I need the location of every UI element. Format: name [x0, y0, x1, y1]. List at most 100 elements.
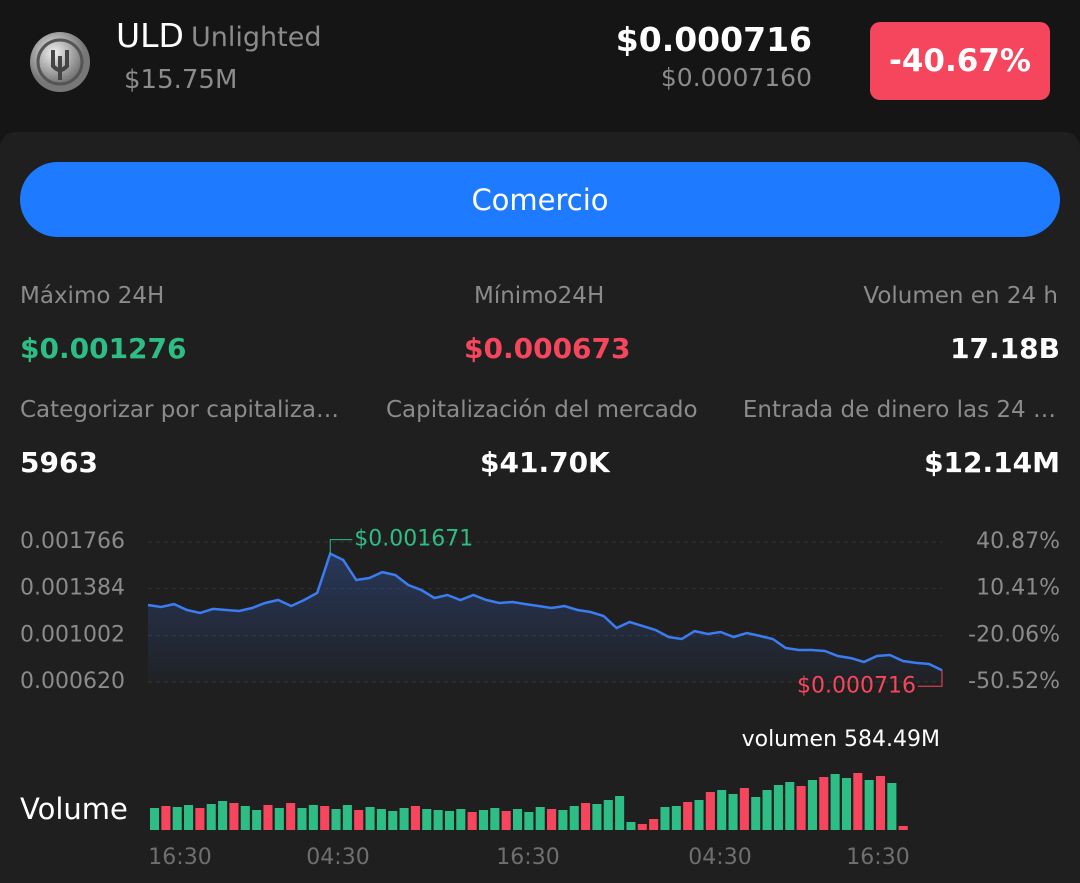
volume-bar: [558, 810, 568, 830]
stat-value: $12.14M: [924, 446, 1060, 479]
x-tick-label: 04:30: [688, 845, 751, 870]
stat-value: $0.000673: [464, 332, 631, 365]
volume-bar: [819, 777, 829, 830]
volume-bar: [785, 782, 795, 830]
volume-bar: [501, 811, 511, 830]
stat-value: 5963: [20, 446, 98, 479]
volume-bar: [376, 809, 386, 830]
volume-bar: [206, 804, 216, 830]
volume-bar: [649, 819, 659, 830]
volume-bar: [229, 803, 239, 830]
area: [148, 553, 942, 682]
volume-bar: [512, 809, 523, 830]
volume-bar: [762, 790, 772, 830]
volume-bar: [161, 806, 171, 830]
stat-value: 17.18B: [950, 332, 1060, 365]
price-line: [147, 551, 943, 672]
volume-bar: [547, 809, 557, 830]
volume-bar: [830, 774, 840, 830]
volume-bar: [365, 807, 375, 830]
x-tick-label: 16:30: [496, 845, 559, 870]
volume-bar: [626, 822, 636, 830]
volume-bar: [172, 807, 182, 830]
volume-bar: [694, 800, 704, 830]
volume-bar: [331, 809, 341, 830]
volume-bar: [286, 803, 296, 830]
volume-bar: [581, 803, 591, 830]
price-sub: $0.0007160: [660, 63, 812, 92]
volume-bar: [252, 810, 262, 830]
x-tick-label: 16:30: [846, 845, 909, 870]
y-tick-label: 0.001002: [20, 622, 125, 647]
volume-bar: [728, 794, 738, 830]
volume-bar: [660, 807, 670, 830]
trade-button[interactable]: Comercio: [20, 162, 1060, 237]
volume-bar: [717, 790, 727, 830]
volume-bar: [875, 776, 886, 830]
volume-bar: [535, 807, 545, 830]
volume-bar: [898, 826, 908, 830]
volume-bar: [184, 805, 194, 830]
y2-tick-label: 10.41%: [976, 576, 1060, 601]
volume-bar: [887, 783, 897, 830]
change-badge: -40.67%: [870, 22, 1050, 100]
volume-bar: [853, 773, 863, 830]
volume-bar: [444, 811, 454, 830]
volume-bar: [467, 812, 477, 830]
chart: Volume volumen 584.49M 16:30 04:30 16:30…: [20, 527, 1060, 870]
volume-bar: [739, 788, 749, 830]
volume-bar: [422, 809, 432, 830]
volume-bar: [399, 808, 409, 830]
stat-label: Máximo 24H: [20, 283, 165, 309]
x-tick-label: 04:30: [306, 845, 369, 870]
volume-bar: [150, 808, 160, 830]
volume-bar: [263, 805, 273, 830]
stat-label: Categorizar por capitaliza…: [20, 397, 340, 423]
volume-bar: [320, 806, 330, 830]
volume-title: Volume: [20, 792, 128, 826]
volume-bar: [388, 811, 398, 830]
volume-bar: [478, 810, 489, 830]
stat-label: Volumen en 24 h: [863, 283, 1058, 309]
stat-label: Mínimo24H: [474, 283, 605, 309]
volume-bar: [433, 810, 443, 830]
card: [0, 132, 1080, 883]
volume-bar: [456, 809, 466, 830]
volume-bar: [342, 805, 352, 830]
y2-tick-label: 40.87%: [976, 529, 1060, 554]
coin-icon: [30, 32, 90, 92]
volume-bar: [705, 792, 715, 830]
y2-tick-label: -20.06%: [968, 622, 1060, 647]
price: $0.000716: [615, 20, 812, 59]
volume-bar: [297, 808, 307, 830]
volume-bar: [751, 797, 761, 830]
annotation-leader: [329, 539, 353, 554]
annotation: $0.000716: [797, 673, 916, 698]
stat-value: $0.001276: [20, 332, 187, 365]
volume-bar: [796, 786, 806, 830]
volume-bar: [683, 802, 693, 830]
volume-bar: [240, 806, 250, 830]
market-cap: $15.75M: [124, 65, 238, 95]
symbol: ULD: [116, 16, 184, 55]
volume-bar: [615, 796, 625, 830]
volume-bar: [524, 812, 534, 830]
volume-bar: [569, 806, 579, 830]
volume-bar: [308, 805, 318, 830]
volume-bar: [218, 801, 228, 830]
volume-bar: [807, 780, 817, 830]
annotation: $0.001671: [354, 527, 473, 552]
volume-bar: [490, 808, 500, 830]
y-tick-label: 0.001384: [20, 576, 125, 601]
stat-label: Entrada de dinero las 24 …: [742, 397, 1056, 423]
volume-bar: [274, 808, 284, 830]
volume-bar: [603, 800, 613, 830]
volume-bar: [195, 808, 205, 830]
y2-tick-label: -50.52%: [968, 669, 1060, 694]
coin-name: Unlighted: [191, 22, 322, 53]
stat-value: $41.70K: [480, 446, 610, 479]
volume-bar: [671, 806, 681, 830]
x-tick-label: 16:30: [148, 845, 211, 870]
volume-bar: [592, 804, 602, 830]
stat-label: Capitalización del mercado: [386, 397, 698, 423]
